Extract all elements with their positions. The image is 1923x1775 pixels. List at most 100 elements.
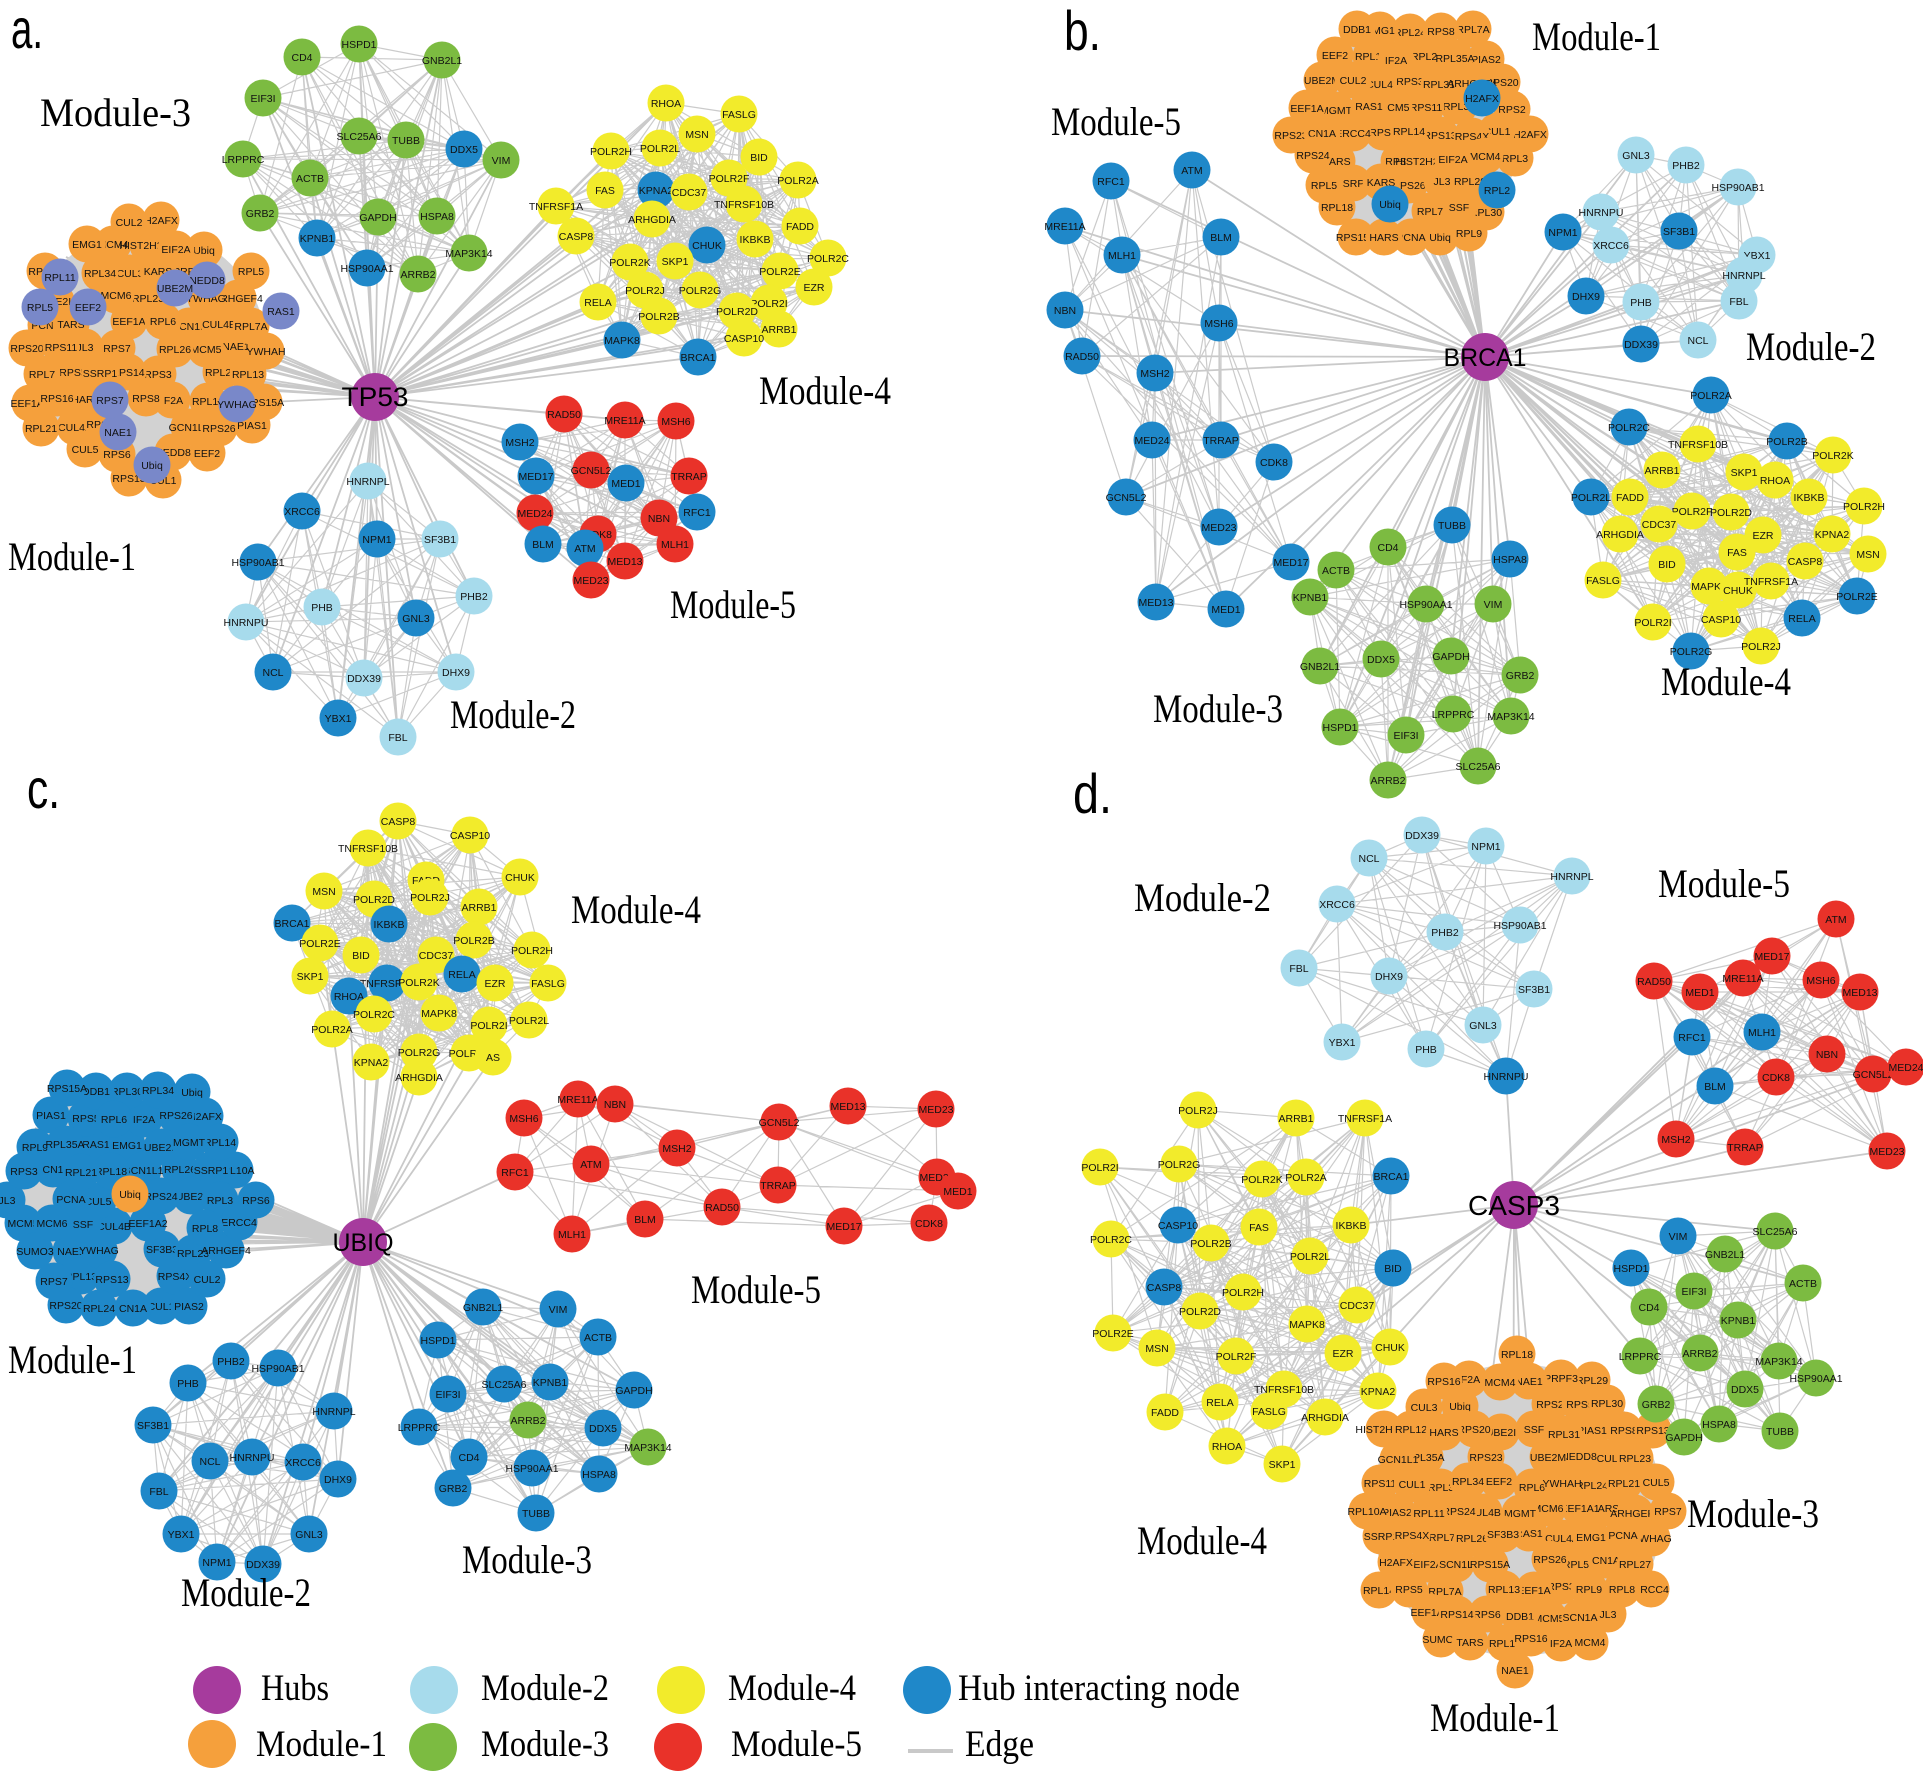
svg-text:Module-2: Module-2 <box>181 1570 311 1615</box>
svg-text:DDX39: DDX39 <box>1624 339 1658 351</box>
svg-text:Hub interacting node: Hub interacting node <box>958 1668 1240 1709</box>
svg-text:HNRNPL: HNRNPL <box>346 476 389 488</box>
svg-text:JL3: JL3 <box>77 342 94 354</box>
svg-text:SKP1: SKP1 <box>662 256 689 268</box>
svg-text:SSRP1: SSRP1 <box>194 1165 229 1177</box>
svg-text:YBX1: YBX1 <box>1329 1037 1356 1049</box>
svg-text:MRE11A: MRE11A <box>1044 221 1085 233</box>
svg-text:PHB2: PHB2 <box>1672 160 1700 172</box>
svg-text:EEF1A2: EEF1A2 <box>128 1218 167 1230</box>
svg-text:GNB2L1: GNB2L1 <box>1705 1249 1745 1261</box>
svg-text:TRRAP: TRRAP <box>1727 1142 1763 1154</box>
svg-text:NBN: NBN <box>1816 1049 1838 1061</box>
svg-text:RPL11: RPL11 <box>1413 1508 1444 1520</box>
svg-text:PHB: PHB <box>1630 297 1652 309</box>
svg-text:LRPPRC: LRPPRC <box>398 1422 441 1434</box>
svg-text:EIF3I: EIF3I <box>435 1389 460 1401</box>
svg-text:RPS6: RPS6 <box>1473 1609 1501 1621</box>
svg-text:MSH2: MSH2 <box>1661 1134 1690 1146</box>
svg-text:CDK8: CDK8 <box>915 1218 943 1230</box>
svg-text:CUL3: CUL3 <box>117 268 144 280</box>
svg-text:Ubiq: Ubiq <box>119 1189 141 1201</box>
svg-text:BRCA1: BRCA1 <box>274 918 309 930</box>
svg-text:HSPD1: HSPD1 <box>341 39 376 51</box>
svg-text:CDC37: CDC37 <box>419 950 454 962</box>
svg-text:RPL34: RPL34 <box>84 268 116 280</box>
svg-text:BLM: BLM <box>532 539 554 551</box>
svg-text:SSRP1: SSRP1 <box>83 368 118 380</box>
svg-text:PHB2: PHB2 <box>460 591 488 603</box>
svg-text:RPS16: RPS16 <box>1427 1376 1460 1388</box>
svg-text:RPL34: RPL34 <box>1452 1476 1484 1488</box>
svg-text:HSPD1: HSPD1 <box>1613 1263 1648 1275</box>
svg-text:ATM: ATM <box>574 543 595 555</box>
svg-text:HNRNPU: HNRNPU <box>1579 207 1624 219</box>
svg-text:RFC1: RFC1 <box>1678 1032 1706 1044</box>
svg-text:RHOA: RHOA <box>1760 475 1790 487</box>
svg-text:HSPA8: HSPA8 <box>1493 554 1527 566</box>
svg-text:RPS9: RPS9 <box>1566 1399 1594 1411</box>
svg-text:GAPDH: GAPDH <box>359 212 396 224</box>
svg-text:RPL13: RPL13 <box>65 1271 97 1283</box>
svg-text:EEF2: EEF2 <box>194 448 220 460</box>
svg-text:MSH2: MSH2 <box>505 437 534 449</box>
svg-text:RPL26: RPL26 <box>164 1164 196 1176</box>
svg-text:GCN1L1: GCN1L1 <box>169 422 210 434</box>
svg-text:ERCC4: ERCC4 <box>1633 1584 1669 1596</box>
svg-text:RPS26: RPS26 <box>1533 1554 1566 1566</box>
svg-text:POLR2D: POLR2D <box>1710 507 1752 519</box>
svg-text:RAD50: RAD50 <box>705 1202 739 1214</box>
svg-text:HSP90AB1: HSP90AB1 <box>251 1363 304 1375</box>
svg-text:RPS2: RPS2 <box>1498 104 1526 116</box>
svg-text:RPL30: RPL30 <box>1591 1398 1623 1410</box>
svg-text:H2AFX: H2AFX <box>144 215 178 227</box>
svg-text:MSH6: MSH6 <box>1204 318 1233 330</box>
svg-text:MCM5: MCM5 <box>8 1218 39 1230</box>
svg-text:SSRP1: SSRP1 <box>1364 1531 1399 1543</box>
svg-text:RPS24: RPS24 <box>1442 1506 1475 1518</box>
svg-text:HSP90AB1: HSP90AB1 <box>1493 920 1546 932</box>
svg-text:RPL5: RPL5 <box>27 302 53 314</box>
svg-text:MRE11A: MRE11A <box>557 1094 598 1106</box>
svg-text:EEF2: EEF2 <box>1486 1476 1512 1488</box>
svg-text:DDX5: DDX5 <box>1367 654 1395 666</box>
svg-text:CHUK: CHUK <box>1375 1342 1405 1354</box>
svg-text:RPS13: RPS13 <box>1423 130 1456 142</box>
svg-text:RPL24: RPL24 <box>1576 1480 1608 1492</box>
svg-text:ARRB1: ARRB1 <box>761 324 796 336</box>
svg-text:GRB2: GRB2 <box>1642 1399 1671 1411</box>
svg-text:NEDD8: NEDD8 <box>189 275 225 287</box>
svg-text:CD4: CD4 <box>1638 1302 1659 1314</box>
svg-text:PHB: PHB <box>311 602 333 614</box>
svg-text:ACTB: ACTB <box>1789 1278 1817 1290</box>
svg-text:RPL3: RPL3 <box>1428 1482 1454 1494</box>
svg-text:RPL30: RPL30 <box>111 1086 143 1098</box>
svg-text:RPL8: RPL8 <box>192 1223 218 1235</box>
svg-text:CUL2: CUL2 <box>1340 75 1367 87</box>
svg-text:RPS26: RPS26 <box>159 1110 192 1122</box>
svg-text:RPL6: RPL6 <box>1519 1482 1545 1494</box>
svg-text:POLR2G: POLR2G <box>398 1047 441 1059</box>
svg-text:RPL23: RPL23 <box>1619 1453 1651 1465</box>
svg-text:TNFRSF1A: TNFRSF1A <box>1338 1113 1392 1125</box>
svg-text:NAE1: NAE1 <box>1515 1376 1543 1388</box>
svg-text:HARS: HARS <box>1369 232 1398 244</box>
svg-text:CUL5: CUL5 <box>72 444 99 456</box>
svg-text:EEF1A1: EEF1A1 <box>1560 1503 1599 1515</box>
svg-text:SCN1A: SCN1A <box>35 1164 70 1176</box>
svg-text:RPS3: RPS3 <box>10 1166 38 1178</box>
svg-text:CUL5: CUL5 <box>1643 1477 1670 1489</box>
svg-text:SF3B1: SF3B1 <box>137 1420 169 1432</box>
svg-text:TUBB: TUBB <box>392 135 420 147</box>
svg-text:RPL21: RPL21 <box>25 423 57 435</box>
svg-text:RELA: RELA <box>584 297 611 309</box>
svg-text:Module-1: Module-1 <box>8 1337 137 1382</box>
svg-text:CDC37: CDC37 <box>1642 519 1677 531</box>
svg-text:TUBB: TUBB <box>1766 1426 1794 1438</box>
svg-text:FBL: FBL <box>1289 963 1308 975</box>
svg-text:SLC25A6: SLC25A6 <box>1753 1226 1798 1238</box>
svg-text:MSH6: MSH6 <box>661 416 690 428</box>
svg-text:MLH1: MLH1 <box>661 539 689 551</box>
svg-text:Module-3: Module-3 <box>481 1724 609 1765</box>
svg-text:KPNB1: KPNB1 <box>1721 1315 1756 1327</box>
